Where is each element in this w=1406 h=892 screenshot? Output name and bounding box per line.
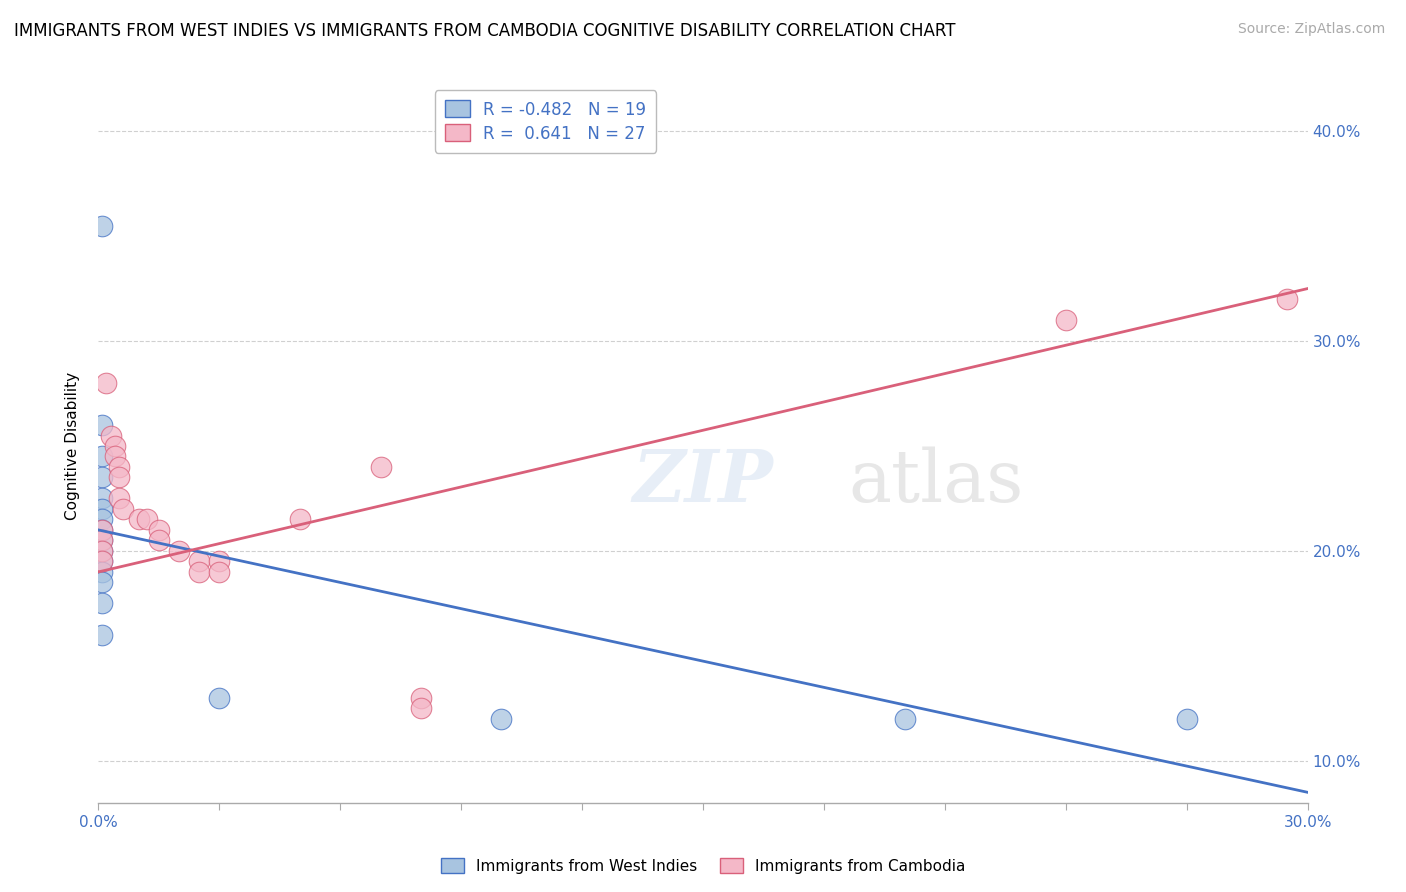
Point [148,523,170,537]
Point [91,533,114,548]
Point [1277,292,1299,306]
Y-axis label: Cognitive Disability: Cognitive Disability [65,372,80,520]
Point [107,470,129,484]
Point [91,523,114,537]
Point [91,470,114,484]
Point [208,690,231,705]
Point [91,544,114,558]
Legend: Immigrants from West Indies, Immigrants from Cambodia: Immigrants from West Indies, Immigrants … [434,852,972,880]
Point [1054,313,1077,327]
Point [91,219,114,233]
Point [370,460,392,475]
Point [91,554,114,568]
Point [409,690,432,705]
Point [91,565,114,579]
Text: Source: ZipAtlas.com: Source: ZipAtlas.com [1237,22,1385,37]
Point [167,544,190,558]
Point [107,460,129,475]
Point [91,512,114,526]
Point [188,565,211,579]
Point [409,701,432,715]
Point [91,575,114,590]
Point [91,450,114,464]
Point [288,512,311,526]
Point [208,565,231,579]
Point [91,554,114,568]
Text: ZIP: ZIP [633,446,773,517]
Point [91,491,114,506]
Legend: R = -0.482   N = 19, R =  0.641   N = 27: R = -0.482 N = 19, R = 0.641 N = 27 [434,90,657,153]
Point [1175,712,1198,726]
Point [148,533,170,548]
Point [103,450,125,464]
Point [91,523,114,537]
Point [188,554,211,568]
Point [491,712,513,726]
Point [208,554,231,568]
Point [91,533,114,548]
Point [91,544,114,558]
Point [111,502,134,516]
Point [128,512,150,526]
Text: IMMIGRANTS FROM WEST INDIES VS IMMIGRANTS FROM CAMBODIA COGNITIVE DISABILITY COR: IMMIGRANTS FROM WEST INDIES VS IMMIGRANT… [14,22,956,40]
Point [103,439,125,453]
Point [96,376,118,390]
Point [91,417,114,432]
Point [91,502,114,516]
Text: atlas: atlas [848,446,1024,517]
Point [107,491,129,506]
Point [100,428,122,442]
Point [893,712,915,726]
Point [91,596,114,610]
Point [135,512,157,526]
Point [91,628,114,642]
